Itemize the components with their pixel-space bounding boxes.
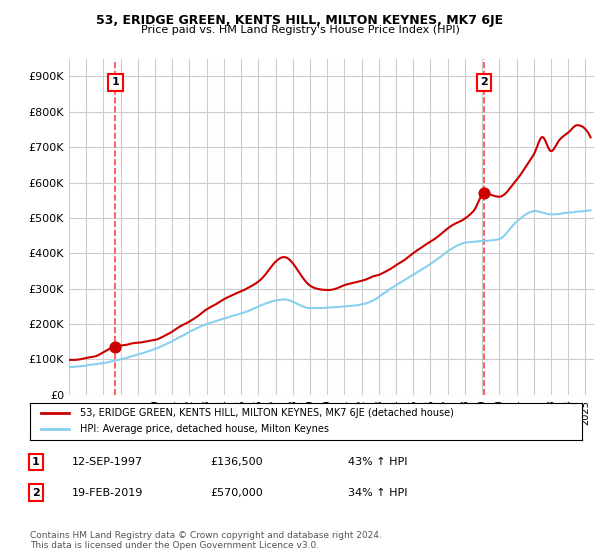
Text: 43% ↑ HPI: 43% ↑ HPI	[348, 457, 407, 467]
Text: Contains HM Land Registry data © Crown copyright and database right 2024.
This d: Contains HM Land Registry data © Crown c…	[30, 530, 382, 550]
Text: 19-FEB-2019: 19-FEB-2019	[72, 488, 143, 498]
Text: £570,000: £570,000	[210, 488, 263, 498]
Text: 1: 1	[112, 77, 119, 87]
Text: £136,500: £136,500	[210, 457, 263, 467]
Text: 2: 2	[481, 77, 488, 87]
Text: 53, ERIDGE GREEN, KENTS HILL, MILTON KEYNES, MK7 6JE: 53, ERIDGE GREEN, KENTS HILL, MILTON KEY…	[97, 14, 503, 27]
Text: 2: 2	[32, 488, 40, 498]
Text: HPI: Average price, detached house, Milton Keynes: HPI: Average price, detached house, Milt…	[80, 424, 329, 435]
Text: Price paid vs. HM Land Registry's House Price Index (HPI): Price paid vs. HM Land Registry's House …	[140, 25, 460, 35]
Text: 53, ERIDGE GREEN, KENTS HILL, MILTON KEYNES, MK7 6JE (detached house): 53, ERIDGE GREEN, KENTS HILL, MILTON KEY…	[80, 408, 454, 418]
Text: 12-SEP-1997: 12-SEP-1997	[72, 457, 143, 467]
Point	[110, 342, 120, 351]
Point	[479, 189, 489, 198]
Text: 34% ↑ HPI: 34% ↑ HPI	[348, 488, 407, 498]
Text: 1: 1	[32, 457, 40, 467]
